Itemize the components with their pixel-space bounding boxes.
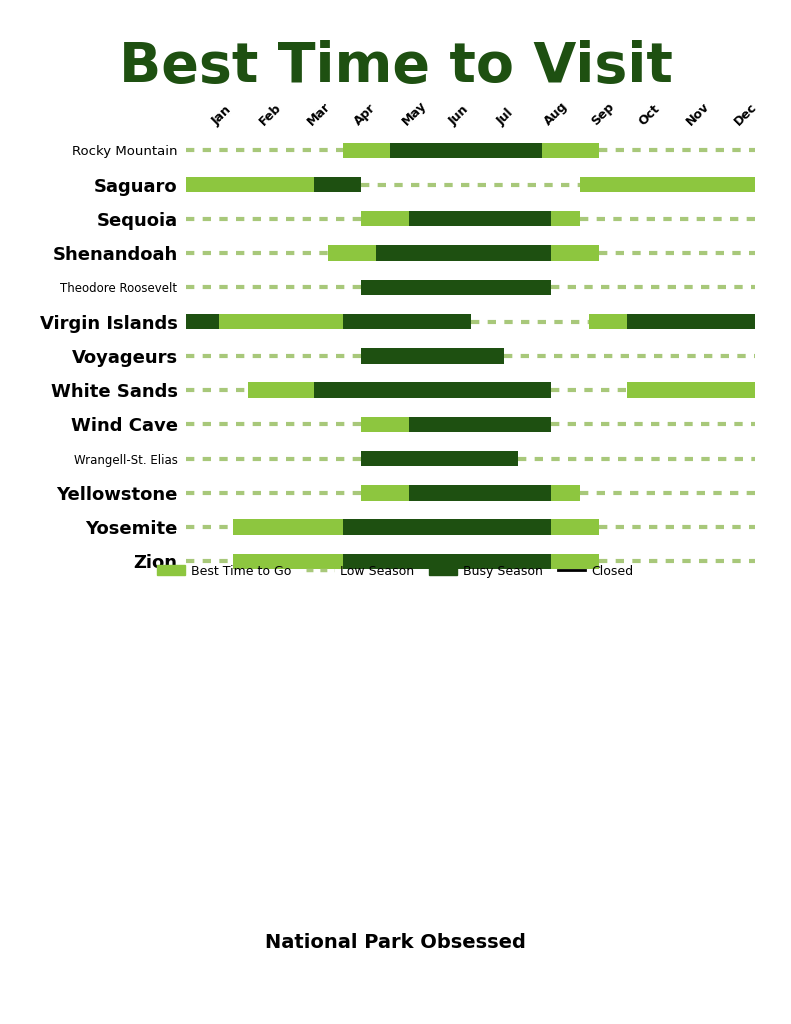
Bar — [361, 451, 518, 466]
Bar — [409, 211, 551, 226]
Bar — [376, 246, 551, 261]
Bar — [542, 142, 599, 158]
Bar — [186, 314, 219, 330]
Bar — [233, 554, 343, 569]
Bar — [361, 417, 409, 432]
Legend: Best Time to Go, Low Season, Busy Season, Closed: Best Time to Go, Low Season, Busy Season… — [152, 559, 639, 583]
Bar — [314, 177, 361, 193]
Bar — [589, 314, 627, 330]
Bar — [409, 417, 551, 432]
Bar — [551, 519, 599, 535]
Bar — [361, 211, 409, 226]
Bar — [361, 348, 504, 364]
Bar — [343, 142, 390, 158]
Bar — [627, 382, 755, 397]
Bar — [186, 177, 314, 193]
Bar — [551, 554, 599, 569]
Bar — [361, 280, 551, 295]
Bar — [551, 485, 580, 501]
Bar — [390, 142, 542, 158]
Bar — [343, 314, 471, 330]
Bar — [361, 485, 409, 501]
Text: National Park Obsessed: National Park Obsessed — [265, 933, 526, 951]
Bar — [409, 485, 551, 501]
Bar — [551, 246, 599, 261]
Bar — [328, 246, 376, 261]
Text: Best Time to Visit: Best Time to Visit — [119, 40, 672, 93]
Bar — [343, 554, 551, 569]
Bar — [580, 177, 755, 193]
Bar — [627, 314, 755, 330]
Bar — [551, 211, 580, 226]
Bar — [314, 382, 551, 397]
Bar — [233, 519, 343, 535]
Bar — [219, 314, 343, 330]
Bar — [248, 382, 314, 397]
Bar — [343, 519, 551, 535]
